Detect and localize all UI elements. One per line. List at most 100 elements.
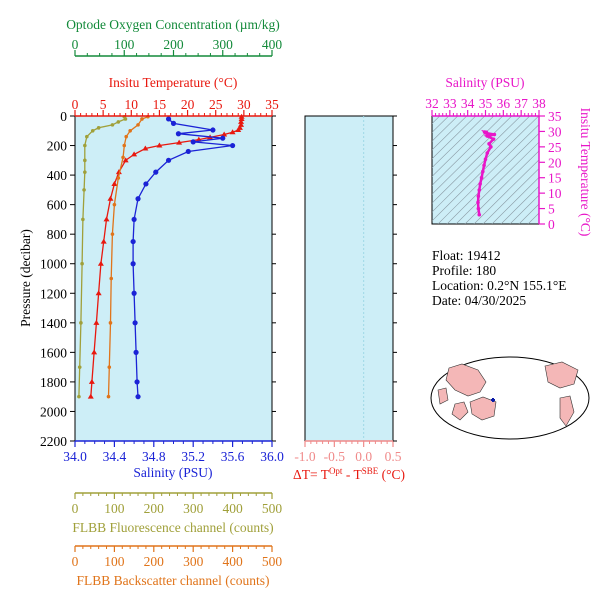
ts-density-contour: [432, 116, 450, 133]
pressure-tick-label: 200: [47, 139, 68, 154]
fluorescence-point: [81, 217, 85, 222]
ts-point: [479, 175, 484, 180]
profile-number-text: Profile: 180: [432, 263, 496, 278]
salinity-point: [165, 116, 172, 122]
pressure-tick-label: 600: [47, 198, 68, 213]
salinity-tick-label: 34.0: [63, 449, 87, 464]
ts-temperature-axis-title: Insitu Temperature (°C): [578, 108, 593, 237]
ts-density-contour: [432, 116, 477, 160]
temperature-point: [229, 129, 236, 135]
ts-point: [478, 182, 482, 186]
oxygen-axis-title: Optode Oxygen Concentration (µm/kg): [66, 17, 280, 32]
delta-t-title-prefix: ΔT= T: [293, 467, 330, 482]
backscatter-point: [112, 202, 117, 207]
delta-t-tick-label: -1.0: [294, 449, 316, 464]
ts-temperature-tick-label: 15: [548, 171, 562, 186]
delta-t-title-suffix: (°C): [378, 467, 405, 482]
fluorescence-point: [110, 123, 115, 127]
backscatter-tick-label: 0: [72, 554, 79, 569]
ts-density-contour: [432, 116, 531, 213]
ts-salinity-tick-label: 33: [443, 96, 457, 111]
pressure-tick-label: 1600: [40, 345, 67, 360]
ts-density-contour: [432, 116, 539, 222]
ts-point: [492, 132, 497, 137]
temperature-point: [95, 290, 102, 296]
ts-density-contour: [500, 185, 539, 224]
salinity-tick-label: 36.0: [260, 449, 284, 464]
oxygen-tick-label: 100: [114, 37, 135, 52]
ts-point: [485, 151, 490, 155]
delta-t-tick-label: 0.0: [355, 449, 372, 464]
fluorescence-tick-label: 0: [72, 501, 79, 516]
fluorescence-tick-label: 100: [104, 501, 125, 516]
ts-point: [477, 212, 482, 217]
salinity-point: [210, 127, 216, 133]
fluorescence-tick-label: 400: [222, 501, 243, 516]
delta-t-title-sup-opt: Opt: [329, 466, 343, 476]
temperature-axis-title: Insitu Temperature (°C): [109, 75, 238, 90]
backscatter-tick-label: 300: [183, 554, 204, 569]
ts-density-contour: [464, 150, 539, 224]
temperature-point: [221, 131, 228, 137]
ts-temperature-tick-label: 5: [548, 202, 555, 217]
salinity-point: [230, 142, 236, 149]
fluorescence-point: [82, 188, 86, 192]
ts-salinity-tick-label: 34: [461, 96, 475, 111]
salinity-point: [130, 238, 136, 245]
temperature-point: [93, 319, 100, 325]
backscatter-tick-label: 500: [262, 554, 283, 569]
salinity-point: [131, 216, 137, 223]
oxygen-tick-label: 300: [213, 37, 234, 52]
ts-density-contour: [518, 203, 539, 224]
profile-plot-background: [74, 115, 273, 442]
salinity-point: [130, 261, 136, 267]
temperature-point: [91, 349, 98, 355]
oxygen-tick-label: 400: [262, 37, 283, 52]
fluorescence-point: [96, 126, 101, 130]
pressure-tick-label: 2200: [40, 434, 67, 449]
fluorescence-point: [123, 117, 128, 121]
ts-point: [482, 163, 486, 168]
oxygen-tick-label: 200: [163, 37, 184, 52]
pressure-tick-label: 1200: [40, 286, 67, 301]
date-text: Date: 04/30/2025: [432, 293, 526, 308]
ts-point: [476, 194, 481, 199]
delta-t-tick-label: -0.5: [324, 449, 346, 464]
ts-density-contour: [491, 177, 539, 224]
backscatter-axis-title: FLBB Backscatter channel (counts): [76, 573, 269, 588]
temperature-point: [100, 238, 107, 244]
ts-point: [485, 134, 490, 138]
temperature-point: [107, 195, 114, 201]
temperature-point: [131, 151, 138, 157]
backscatter-tick-label: 400: [222, 554, 243, 569]
temperature-tick-label: 30: [237, 97, 251, 112]
pressure-tick-label: 800: [47, 227, 68, 242]
salinity-point: [175, 131, 182, 137]
map-float-marker: [491, 398, 495, 402]
temperature-point: [238, 118, 245, 124]
ts-density-contour: [432, 116, 504, 186]
salinity-point: [133, 349, 139, 355]
backscatter-tick-label: 100: [104, 554, 125, 569]
ts-point: [476, 200, 480, 205]
ts-point: [483, 157, 488, 161]
fluorescence-point: [77, 394, 81, 399]
temperature-point: [87, 393, 94, 399]
ts-contour-group: [432, 116, 539, 224]
ts-salinity-tick-label: 36: [497, 96, 511, 111]
fluorescence-point: [83, 143, 87, 148]
delta-t-axes: -1.0 -0.5 0.0 0.5: [294, 115, 402, 464]
temperature-tick-label: 15: [153, 97, 167, 112]
ts-temperature-tick-label: 10: [548, 186, 562, 201]
backscatter-point: [108, 321, 113, 325]
backscatter-point: [109, 276, 114, 281]
pressure-tick-label: 1800: [40, 375, 67, 390]
temperature-tick-label: 5: [100, 97, 107, 112]
salinity-point: [185, 148, 191, 155]
float-id-text: Float: 19412: [432, 248, 501, 263]
float-info-block: Float: 19412 Profile: 180 Location: 0.2°…: [432, 248, 567, 308]
salinity-point: [143, 181, 149, 187]
backscatter-point: [110, 232, 115, 236]
temperature-tick-label: 20: [181, 97, 195, 112]
